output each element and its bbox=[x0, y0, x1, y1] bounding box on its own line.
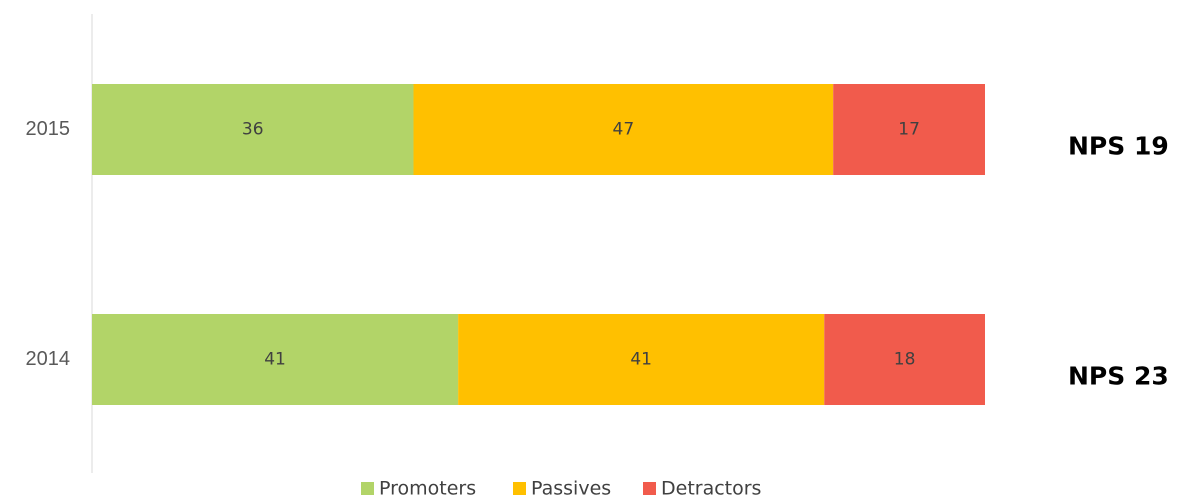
legend-swatch-detractors bbox=[643, 482, 656, 495]
legend-label-detractors: Detractors bbox=[661, 478, 761, 500]
nps-annotation-2015: NPS 19 bbox=[1068, 132, 1169, 161]
label-group: 2015 36 47 17 NPS 19 2014 41 41 18 NPS 23 bbox=[26, 118, 1169, 391]
bar-group bbox=[92, 84, 985, 405]
data-label-passives-2014: 41 bbox=[630, 350, 652, 370]
bar-promoters-2014 bbox=[92, 314, 459, 405]
data-label-detractors-2015: 17 bbox=[898, 120, 920, 140]
category-label-2015: 2015 bbox=[26, 118, 71, 140]
bar-passives-2014 bbox=[458, 314, 825, 405]
legend-label-passives: Passives bbox=[531, 478, 611, 500]
legend-swatch-promoters bbox=[361, 482, 374, 495]
legend-label-promoters: Promoters bbox=[379, 478, 476, 500]
data-label-detractors-2014: 18 bbox=[894, 350, 916, 370]
data-label-promoters-2015: 36 bbox=[242, 120, 264, 140]
bar-detractors-2015 bbox=[833, 84, 985, 175]
bar-detractors-2014 bbox=[824, 314, 985, 405]
bar-passives-2015 bbox=[413, 84, 834, 175]
data-label-passives-2015: 47 bbox=[613, 120, 635, 140]
legend-swatch-passives bbox=[513, 482, 526, 495]
legend: Promoters Passives Detractors bbox=[361, 478, 761, 500]
category-label-2014: 2014 bbox=[26, 348, 71, 370]
data-label-promoters-2014: 41 bbox=[264, 350, 286, 370]
nps-annotation-2014: NPS 23 bbox=[1068, 362, 1169, 391]
bar-promoters-2015 bbox=[92, 84, 414, 175]
